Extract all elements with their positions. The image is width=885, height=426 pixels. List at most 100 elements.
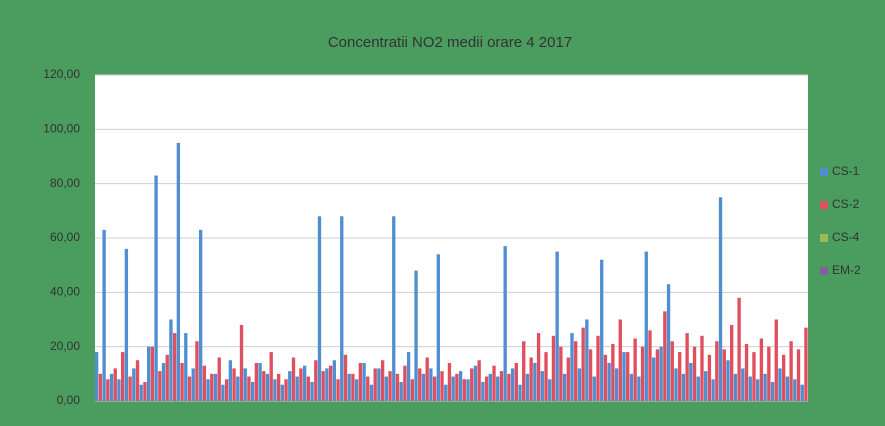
bar (715, 341, 719, 401)
bar (213, 373, 218, 401)
bar (629, 373, 634, 401)
bar (514, 362, 518, 401)
bar (202, 365, 207, 401)
bar (466, 379, 470, 401)
bar (399, 381, 403, 401)
bar (258, 362, 262, 401)
bar (518, 384, 522, 401)
y-tick-label: 80,00 (50, 176, 80, 190)
bar (503, 246, 507, 401)
bar (540, 371, 544, 401)
bar (362, 362, 366, 401)
bar (499, 371, 504, 401)
bar (600, 259, 604, 401)
bar (470, 368, 474, 401)
bar (574, 341, 578, 401)
bar (429, 368, 433, 401)
bar (221, 384, 225, 401)
bar (718, 197, 723, 401)
bar (648, 330, 652, 401)
bar (748, 376, 752, 401)
bar (388, 371, 392, 401)
bar (172, 333, 177, 401)
bar (425, 357, 429, 401)
bar (236, 376, 240, 401)
bar (655, 349, 660, 401)
bar (570, 333, 574, 401)
bar (169, 319, 173, 401)
bar (744, 343, 749, 401)
bar (124, 248, 129, 401)
bar (533, 362, 537, 401)
bar (418, 368, 422, 401)
bar (696, 376, 700, 401)
bar (770, 381, 775, 401)
bar (796, 349, 801, 401)
bar (596, 335, 600, 401)
bar (759, 338, 764, 401)
bar (395, 373, 400, 401)
bar (659, 346, 663, 401)
bar (640, 346, 645, 401)
bar (510, 368, 515, 401)
bar (262, 371, 266, 401)
bar (158, 371, 162, 401)
bar (800, 384, 804, 401)
bar (585, 319, 589, 401)
bar (321, 371, 325, 401)
bar (447, 362, 452, 401)
bar (325, 368, 329, 401)
bar (328, 365, 333, 401)
bar (117, 379, 121, 401)
bar (176, 142, 181, 401)
bar (146, 346, 151, 401)
bar (410, 379, 414, 401)
bar (551, 335, 556, 401)
legend-label: EM-2 (832, 263, 861, 277)
bar (150, 346, 155, 401)
bar (711, 379, 715, 401)
bar (555, 251, 559, 401)
bar (273, 379, 277, 401)
bar (135, 360, 140, 401)
legend-swatch (820, 267, 828, 275)
bar (247, 376, 251, 401)
bar (481, 381, 485, 401)
bar (626, 352, 630, 401)
bar (462, 379, 466, 401)
bar (611, 343, 615, 401)
y-tick-label: 100,00 (43, 122, 80, 136)
bar (224, 379, 229, 401)
bar (187, 376, 192, 401)
bar (756, 379, 760, 401)
bar (299, 368, 303, 401)
bar (592, 376, 596, 401)
bar (276, 373, 281, 401)
bar (536, 333, 541, 401)
bar (284, 379, 288, 401)
bar (254, 362, 259, 401)
bar (347, 373, 351, 401)
bar (451, 376, 455, 401)
bar (689, 362, 693, 401)
bar (366, 376, 370, 401)
bar (440, 371, 444, 401)
bar (793, 379, 797, 401)
bar (154, 175, 158, 401)
y-tick-label: 120,00 (43, 67, 80, 81)
bar (670, 341, 674, 401)
bar (351, 373, 355, 401)
bar (685, 333, 689, 401)
bar (143, 381, 147, 401)
bar (704, 371, 708, 401)
bar (180, 362, 184, 401)
bar (455, 373, 459, 401)
bar (377, 368, 381, 401)
bar (161, 362, 166, 401)
bar (191, 368, 195, 401)
bar (369, 384, 374, 401)
bar (577, 368, 582, 401)
bar (139, 384, 143, 401)
bar (280, 384, 285, 401)
